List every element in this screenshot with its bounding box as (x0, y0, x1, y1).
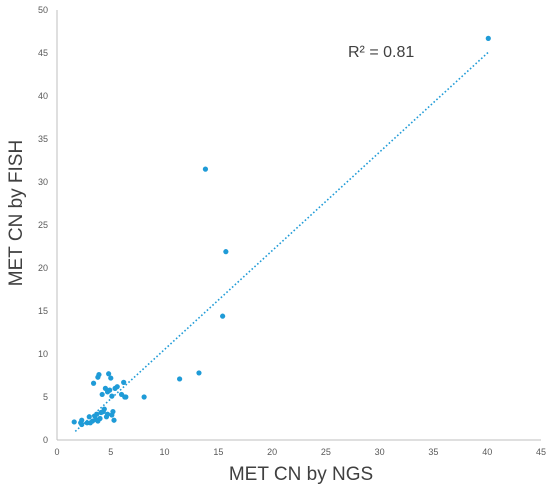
data-point (97, 415, 103, 422)
data-point (114, 384, 120, 390)
x-tick-label: 10 (160, 447, 170, 457)
x-tick-label: 5 (108, 447, 113, 457)
data-point (96, 372, 102, 378)
x-tick-label: 45 (536, 447, 546, 457)
data-point (110, 409, 116, 415)
data-point (121, 379, 127, 385)
y-tick-label: 35 (38, 134, 48, 144)
data-point (71, 419, 77, 425)
data-point (108, 375, 114, 381)
data-point (99, 391, 105, 398)
data-point (86, 414, 92, 420)
r-squared-annotation: R² = 0.81 (348, 44, 414, 61)
x-tick-label: 40 (482, 447, 492, 457)
data-points (71, 35, 491, 428)
data-point (104, 411, 111, 417)
y-tick-label: 20 (38, 263, 48, 273)
data-point (123, 394, 129, 400)
data-point (90, 380, 97, 386)
x-tick-label: 25 (321, 447, 331, 457)
x-axis-title: MET CN by NGS (229, 464, 373, 485)
data-point (94, 411, 100, 417)
data-point (485, 35, 491, 41)
data-point (141, 394, 147, 400)
x-tick-labels: 0 5 10 15 20 25 30 35 40 45 (54, 447, 546, 457)
y-axis-title: MET CN by FISH (6, 140, 27, 286)
data-point (107, 387, 113, 393)
data-point (79, 417, 85, 423)
x-tick-label: 20 (267, 447, 277, 457)
data-point (202, 166, 209, 172)
y-tick-label: 0 (43, 435, 48, 445)
data-point (111, 417, 117, 423)
data-point (220, 313, 226, 319)
data-point (79, 421, 85, 428)
x-tick-label: 15 (213, 447, 223, 457)
y-tick-label: 30 (38, 177, 48, 187)
data-point (101, 406, 107, 412)
data-point (109, 393, 115, 399)
data-point (106, 371, 112, 377)
y-tick-label: 45 (38, 48, 48, 58)
axes (56, 10, 541, 441)
data-point (177, 376, 183, 382)
y-tick-labels: 0 5 10 15 20 25 30 35 40 45 50 (38, 5, 48, 445)
x-tick-label: 0 (54, 447, 59, 457)
y-tick-label: 40 (38, 91, 48, 101)
y-tick-label: 50 (38, 5, 48, 15)
data-point (223, 249, 229, 255)
x-tick-label: 30 (375, 447, 385, 457)
y-tick-label: 5 (43, 392, 48, 402)
trendline (74, 50, 490, 432)
data-point (196, 370, 202, 376)
x-tick-label: 35 (428, 447, 438, 457)
y-tick-label: 10 (38, 349, 48, 359)
y-tick-label: 25 (38, 220, 48, 230)
y-tick-label: 15 (38, 306, 48, 316)
